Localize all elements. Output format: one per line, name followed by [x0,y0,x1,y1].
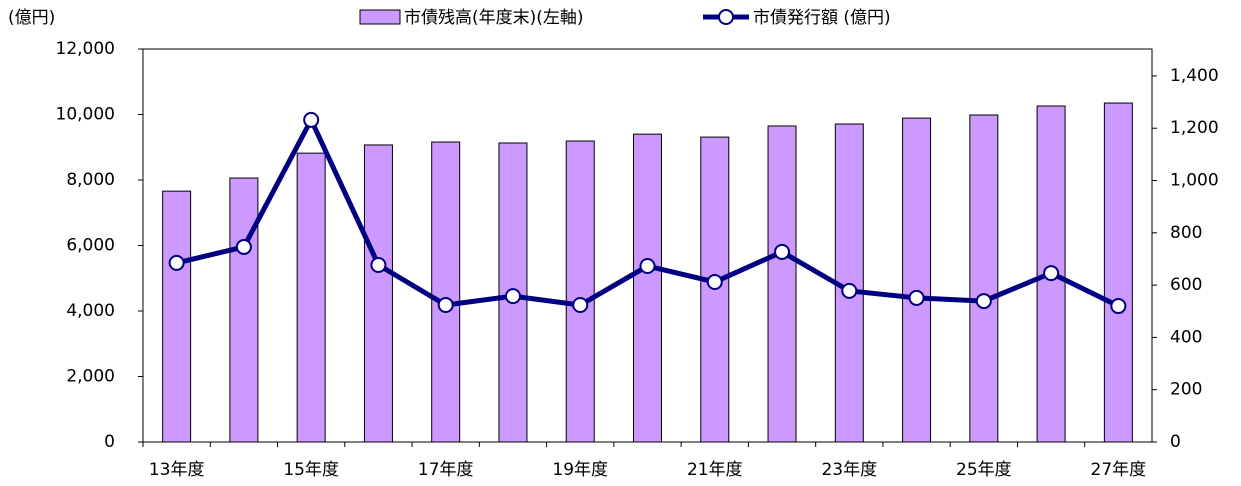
bar [1103,102,1133,443]
line-marker [774,243,791,260]
bar [162,190,192,443]
legend-label: 市債残高(年度末)(左軸) [404,8,584,28]
x-tick-label: 15年度 [283,460,339,480]
line-marker [908,289,925,306]
line-marker [1043,265,1060,282]
y-tick-label: 0 [104,432,115,452]
x-tick-label: 13年度 [149,460,205,480]
y2-tick-label: 1,400 [1170,66,1219,86]
x-tick-label: 23年度 [821,460,877,480]
bar [633,133,662,443]
line-marker [370,256,387,273]
x-tick-label: 27年度 [1091,460,1147,480]
bar [969,114,999,443]
line-marker [235,238,252,255]
bar [431,141,461,443]
y-tick-label: 10,000 [56,105,115,125]
line-marker [168,254,185,271]
bar [902,117,932,443]
x-tick-label: 19年度 [552,460,608,480]
y-tick-label: 12,000 [56,39,115,59]
bar [296,152,326,443]
bar [767,125,797,443]
line-marker [1110,298,1127,315]
line-marker [639,258,656,275]
y2-tick-label: 200 [1170,380,1202,400]
y-tick-label: 6,000 [66,236,115,256]
line-marker [975,293,992,310]
y-tick-label: 8,000 [66,170,115,190]
legend-swatch [359,9,401,25]
bar [363,144,393,443]
x-tick-label: 21年度 [687,460,743,480]
y-tick-label: 2,000 [66,367,115,387]
line-marker [706,273,723,290]
line-marker [303,111,320,128]
y2-tick-label: 600 [1170,275,1202,295]
bar [565,140,595,443]
y2-tick-label: 800 [1170,223,1202,243]
line-marker [841,282,858,299]
y-axis-label: (億円) [8,8,55,28]
line-marker [572,296,589,313]
line-marker [504,288,521,305]
line-marker [437,296,454,313]
y2-tick-label: 0 [1170,432,1181,452]
y-tick-label: 4,000 [66,301,115,321]
y2-tick-label: 1,200 [1170,118,1219,138]
x-tick-label: 25年度 [956,460,1012,480]
bar [229,177,259,443]
y2-tick-label: 1,000 [1170,171,1219,191]
legend-label: 市債発行額 (億円) [753,8,891,28]
legend-swatch [718,9,734,25]
x-tick-label: 17年度 [418,460,474,480]
y2-tick-label: 400 [1170,327,1202,347]
